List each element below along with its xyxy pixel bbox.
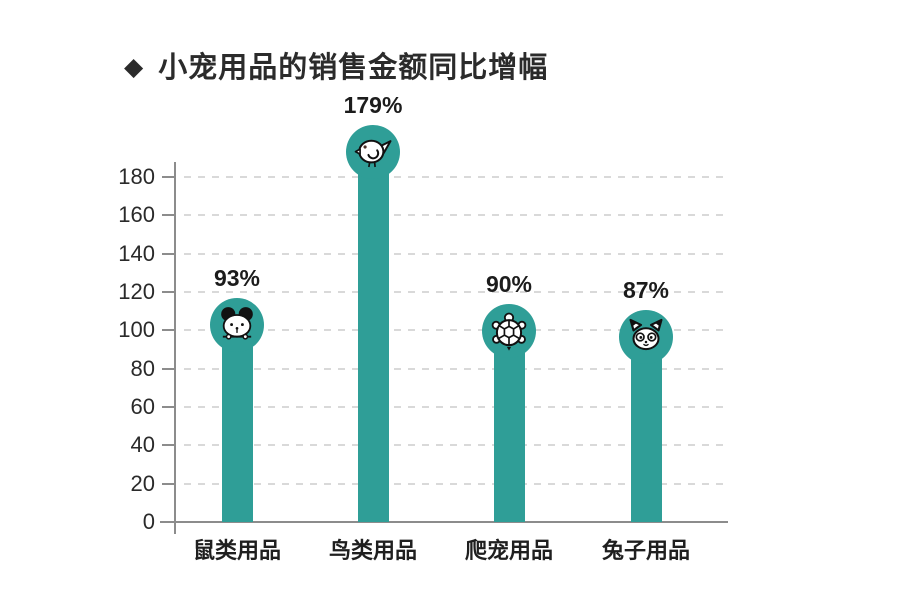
y-axis-label: 180 <box>118 164 155 189</box>
x-axis-label: 鼠类用品 <box>192 538 281 563</box>
x-axis-label: 爬宠用品 <box>464 538 553 563</box>
bar-circle <box>346 125 400 179</box>
bar-value-label: 179% <box>343 92 403 118</box>
gridline <box>184 214 728 217</box>
gridline <box>184 291 728 293</box>
x-axis <box>160 521 728 523</box>
y-axis-tick <box>162 176 175 178</box>
chart-title-text: 小宠用品的销售金额同比增幅 <box>158 52 549 84</box>
x-axis-label: 兔子用品 <box>601 538 690 563</box>
bar-value-label: 87% <box>622 277 670 303</box>
gridline <box>184 252 728 255</box>
y-axis-tick <box>162 252 175 255</box>
bar-column <box>630 337 662 522</box>
gridline <box>184 176 728 178</box>
rabbit-icon <box>626 317 666 357</box>
y-axis-tick <box>162 406 175 408</box>
gridline <box>184 329 728 332</box>
chart-title: ◆ 小宠用品的销售金额同比增幅 <box>124 44 548 86</box>
bar-column <box>493 331 525 522</box>
y-axis-tick <box>162 329 175 332</box>
y-axis-tick <box>162 444 175 447</box>
y-axis-label: 140 <box>118 240 155 266</box>
y-axis-label: 160 <box>118 202 155 228</box>
mouse-icon <box>217 305 257 345</box>
bar-circle <box>482 304 536 358</box>
bar-value-label: 90% <box>485 271 533 297</box>
gridline <box>184 482 728 485</box>
bird-icon <box>353 132 393 172</box>
y-axis-label: 60 <box>130 394 155 419</box>
y-axis-tick <box>162 291 175 293</box>
gridline <box>184 444 728 447</box>
y-axis <box>174 162 176 534</box>
y-axis-label: 20 <box>130 470 155 496</box>
y-axis-tick <box>162 214 175 217</box>
bar-circle <box>619 310 673 364</box>
y-axis-tick <box>162 367 175 370</box>
y-axis-label: 80 <box>130 355 155 381</box>
turtle-icon <box>489 311 529 351</box>
y-axis-label: 0 <box>142 509 155 534</box>
bar-value-label: 93% <box>213 265 261 291</box>
gridline <box>184 406 728 408</box>
y-axis-tick <box>162 482 175 485</box>
bar-column <box>221 325 253 522</box>
bar-column <box>357 152 389 522</box>
y-axis-label: 120 <box>118 279 155 304</box>
y-axis-label: 100 <box>118 317 155 343</box>
y-axis-label: 40 <box>130 432 155 458</box>
bar-circle <box>210 298 264 352</box>
x-axis-label: 鸟类用品 <box>328 538 417 563</box>
gridline <box>184 367 728 370</box>
diamond-bullet-icon: ◆ <box>124 53 145 81</box>
